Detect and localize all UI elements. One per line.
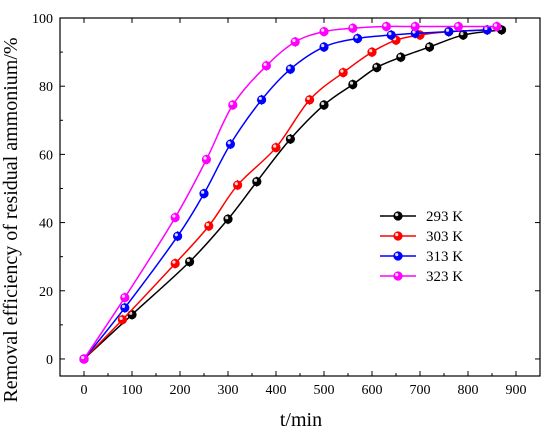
data-point bbox=[120, 303, 130, 313]
data-point bbox=[386, 30, 396, 40]
data-point bbox=[444, 27, 454, 37]
axis-layer: 0 100 200 300 400 500 600 700 800 900 0 20 40 60 80 100 bbox=[32, 12, 540, 398]
data-point bbox=[233, 180, 243, 190]
data-point bbox=[185, 257, 195, 267]
y-axis-title: Removal efficiency of residual ammonium/… bbox=[0, 37, 22, 402]
legend-label: 303 K bbox=[426, 229, 463, 245]
x-tick-label: 900 bbox=[506, 383, 527, 398]
series-293-K bbox=[79, 24, 507, 364]
data-point bbox=[257, 95, 267, 105]
data-point bbox=[223, 214, 233, 224]
data-point bbox=[348, 23, 358, 33]
data-point bbox=[285, 134, 296, 144]
data-point bbox=[305, 95, 315, 105]
x-tick-label: 400 bbox=[266, 383, 287, 398]
x-tick-label: 500 bbox=[314, 383, 335, 398]
data-point bbox=[319, 100, 329, 110]
data-point bbox=[271, 142, 281, 153]
legend-label: 293 K bbox=[426, 209, 463, 225]
series-line bbox=[83, 25, 497, 360]
data-point bbox=[410, 21, 420, 32]
series-303-K bbox=[79, 24, 492, 364]
data-point bbox=[425, 42, 435, 52]
x-tick-label: 300 bbox=[218, 383, 239, 398]
x-axis-title: t/min bbox=[280, 409, 322, 431]
legend-label: 323 K bbox=[426, 269, 463, 285]
x-tick-label: 100 bbox=[122, 383, 143, 398]
series-323-K bbox=[79, 21, 502, 364]
series-line bbox=[83, 29, 502, 360]
data-point bbox=[117, 315, 127, 325]
data-point bbox=[367, 47, 377, 57]
data-point bbox=[482, 25, 492, 35]
data-point bbox=[127, 310, 137, 320]
data-point bbox=[372, 62, 382, 73]
data-point bbox=[453, 21, 464, 32]
data-point bbox=[204, 221, 214, 231]
data-point bbox=[170, 258, 180, 269]
series-line bbox=[83, 29, 488, 360]
legend-label: 313 K bbox=[426, 249, 463, 265]
data-point bbox=[319, 27, 329, 37]
data-point bbox=[458, 30, 468, 40]
data-point bbox=[261, 61, 272, 71]
legend-marker bbox=[393, 211, 403, 221]
data-point bbox=[199, 188, 209, 199]
y-tick-label: 60 bbox=[39, 148, 53, 163]
data-point bbox=[228, 100, 238, 110]
x-tick-label: 600 bbox=[362, 383, 383, 398]
y-tick-label: 40 bbox=[39, 217, 53, 232]
x-tick-label: 0 bbox=[81, 383, 88, 398]
plot-area-frame bbox=[59, 17, 541, 377]
data-point bbox=[396, 52, 406, 62]
legend-marker bbox=[393, 231, 403, 241]
data-point bbox=[381, 21, 392, 32]
data-point bbox=[201, 154, 211, 165]
y-tick-label: 20 bbox=[39, 285, 53, 300]
data-point bbox=[170, 212, 180, 223]
data-point bbox=[492, 21, 502, 32]
legend-marker bbox=[393, 271, 403, 281]
data-point bbox=[348, 79, 358, 90]
y-tick-label: 80 bbox=[39, 80, 53, 95]
series-line bbox=[83, 29, 488, 360]
data-point bbox=[173, 231, 183, 241]
data-point bbox=[120, 292, 130, 303]
data-point bbox=[290, 37, 300, 47]
series-313-K bbox=[79, 24, 492, 364]
data-point bbox=[285, 64, 296, 74]
data-point bbox=[319, 42, 329, 52]
data-point bbox=[338, 67, 348, 78]
data-point bbox=[79, 354, 89, 364]
y-tick-label: 0 bbox=[46, 353, 53, 368]
data-point bbox=[353, 33, 363, 44]
y-tick-label: 100 bbox=[32, 12, 53, 27]
x-tick-label: 800 bbox=[458, 383, 479, 398]
x-tick-label: 200 bbox=[170, 383, 191, 398]
series-layer bbox=[79, 21, 507, 364]
data-point bbox=[252, 177, 262, 187]
legend: 293 K 303 K 313 K 323 K bbox=[380, 209, 463, 285]
x-tick-label: 700 bbox=[410, 383, 431, 398]
data-point bbox=[225, 139, 235, 149]
legend-marker bbox=[393, 251, 403, 261]
